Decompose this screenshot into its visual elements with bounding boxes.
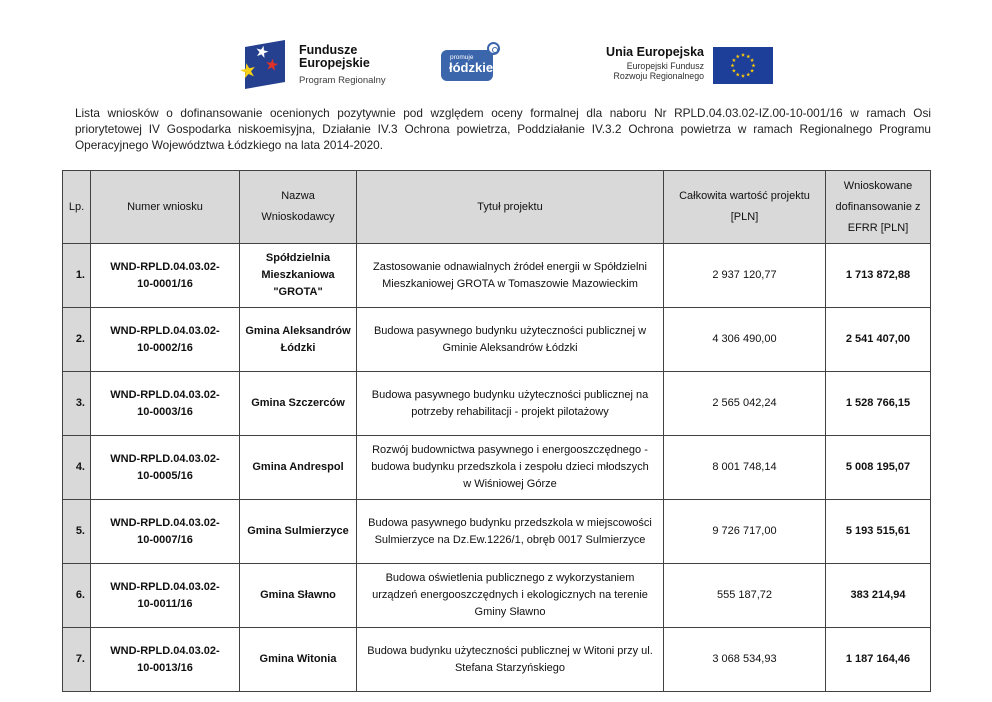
- cell-lp: 7.: [62, 627, 91, 692]
- lodzkie-small-label: promuje: [450, 54, 474, 61]
- eu-flag-icon: [713, 47, 773, 84]
- cell-tytul-projektu: Budowa pasywnego budynku użyteczności pu…: [356, 371, 664, 436]
- cell-numer-wniosku: WND-RPLD.04.03.02-10-0001/16: [90, 243, 240, 308]
- header-wnioskowane-dofinansowanie: Wnioskowane dofinansowanie z EFRR [PLN]: [825, 170, 931, 244]
- table-row: 6. WND-RPLD.04.03.02-10-0011/16 Gmina Sł…: [62, 563, 931, 628]
- intro-paragraph: Lista wniosków o dofinansowanie oceniony…: [75, 106, 931, 152]
- cell-tytul-projektu: Rozwój budownictwa pasywnego i energoosz…: [356, 435, 664, 500]
- header-tytul-projektu: Tytuł projektu: [356, 170, 664, 244]
- cell-tytul-projektu: Budowa oświetlenia publicznego z wykorzy…: [356, 563, 664, 628]
- cell-nazwa-wnioskodawcy: Gmina Sulmierzyce: [239, 499, 357, 564]
- cell-wnioskowane-dofinansowanie: 1 187 164,46: [825, 627, 931, 692]
- fe-logo-title-line1: Fundusze: [299, 43, 358, 57]
- eu-logo-subtitle-line1: Europejski Fundusz: [626, 61, 704, 71]
- fundusze-europejskie-logo: Fundusze Europejskie Program Regionalny: [236, 38, 386, 90]
- cell-wnioskowane-dofinansowanie: 383 214,94: [825, 563, 931, 628]
- cell-lp: 6.: [62, 563, 91, 628]
- lodzkie-badge: promuje łódzkie: [441, 42, 500, 81]
- lodzkie-big-label: łódzkie: [449, 60, 494, 75]
- header-calkowita-wartosc: Całkowita wartość projektu [PLN]: [663, 170, 826, 244]
- cell-numer-wniosku: WND-RPLD.04.03.02-10-0005/16: [90, 435, 240, 500]
- cell-tytul-projektu: Budowa pasywnego budynku użyteczności pu…: [356, 307, 664, 372]
- table-row: 3. WND-RPLD.04.03.02-10-0003/16 Gmina Sz…: [62, 371, 931, 436]
- cell-calkowita-wartosc: 555 187,72: [663, 563, 826, 628]
- cell-numer-wniosku: WND-RPLD.04.03.02-10-0013/16: [90, 627, 240, 692]
- cell-calkowita-wartosc: 3 068 534,93: [663, 627, 826, 692]
- cell-calkowita-wartosc: 2 937 120,77: [663, 243, 826, 308]
- cell-calkowita-wartosc: 8 001 748,14: [663, 435, 826, 500]
- cell-wnioskowane-dofinansowanie: 1 713 872,88: [825, 243, 931, 308]
- table-body: 1. WND-RPLD.04.03.02-10-0001/16 Spółdzie…: [62, 243, 931, 692]
- table-row: 5. WND-RPLD.04.03.02-10-0007/16 Gmina Su…: [62, 499, 931, 564]
- header-nazwa-wnioskodawcy: Nazwa Wnioskodawcy: [239, 170, 357, 244]
- fe-logo-subtitle: Program Regionalny: [299, 75, 386, 86]
- cell-wnioskowane-dofinansowanie: 2 541 407,00: [825, 307, 931, 372]
- header-numer-wniosku: Numer wniosku: [90, 170, 240, 244]
- cell-nazwa-wnioskodawcy: Gmina Witonia: [239, 627, 357, 692]
- cell-calkowita-wartosc: 2 565 042,24: [663, 371, 826, 436]
- cell-lp: 2.: [62, 307, 91, 372]
- table-row: 2. WND-RPLD.04.03.02-10-0002/16 Gmina Al…: [62, 307, 931, 372]
- cell-nazwa-wnioskodawcy: Gmina Aleksandrów Łódzki: [239, 307, 357, 372]
- applications-table: Lp. Numer wniosku Nazwa Wnioskodawcy Tyt…: [62, 170, 931, 692]
- cell-lp: 4.: [62, 435, 91, 500]
- cell-lp: 1.: [62, 243, 91, 308]
- table-row: 7. WND-RPLD.04.03.02-10-0013/16 Gmina Wi…: [62, 627, 931, 692]
- table-header-row: Lp. Numer wniosku Nazwa Wnioskodawcy Tyt…: [62, 170, 931, 244]
- cell-tytul-projektu: Budowa budynku użyteczności publicznej w…: [356, 627, 664, 692]
- header-lp: Lp.: [62, 170, 91, 244]
- logo-strip: Fundusze Europejskie Program Regionalny …: [0, 0, 992, 100]
- cell-nazwa-wnioskodawcy: Gmina Sławno: [239, 563, 357, 628]
- applications-table-wrap: Lp. Numer wniosku Nazwa Wnioskodawcy Tyt…: [62, 170, 931, 692]
- cell-numer-wniosku: WND-RPLD.04.03.02-10-0007/16: [90, 499, 240, 564]
- eu-logo-subtitle: Europejski Fundusz Rozwoju Regionalnego: [592, 61, 704, 81]
- cell-numer-wniosku: WND-RPLD.04.03.02-10-0011/16: [90, 563, 240, 628]
- cell-numer-wniosku: WND-RPLD.04.03.02-10-0002/16: [90, 307, 240, 372]
- cell-nazwa-wnioskodawcy: Gmina Szczerców: [239, 371, 357, 436]
- unia-europejska-logo: Unia Europejska Europejski Fundusz Rozwo…: [592, 45, 773, 84]
- cell-calkowita-wartosc: 4 306 490,00: [663, 307, 826, 372]
- table-row: 4. WND-RPLD.04.03.02-10-0005/16 Gmina An…: [62, 435, 931, 500]
- registered-mark-icon: [487, 42, 500, 55]
- cell-lp: 5.: [62, 499, 91, 564]
- cell-lp: 3.: [62, 371, 91, 436]
- fe-flag-icon: [238, 40, 285, 89]
- eu-logo-subtitle-line2: Rozwoju Regionalnego: [613, 71, 704, 81]
- cell-tytul-projektu: Budowa pasywnego budynku przedszkola w m…: [356, 499, 664, 564]
- cell-tytul-projektu: Zastosowanie odnawialnych źródeł energii…: [356, 243, 664, 308]
- cell-calkowita-wartosc: 9 726 717,00: [663, 499, 826, 564]
- cell-nazwa-wnioskodawcy: Gmina Andrespol: [239, 435, 357, 500]
- eu-logo-title: Unia Europejska: [606, 45, 704, 59]
- table-row: 1. WND-RPLD.04.03.02-10-0001/16 Spółdzie…: [62, 243, 931, 308]
- cell-numer-wniosku: WND-RPLD.04.03.02-10-0003/16: [90, 371, 240, 436]
- cell-nazwa-wnioskodawcy: Spółdzielnia Mieszkaniowa "GROTA": [239, 243, 357, 308]
- cell-wnioskowane-dofinansowanie: 1 528 766,15: [825, 371, 931, 436]
- fe-logo-title-line2: Europejskie: [299, 56, 370, 70]
- cell-wnioskowane-dofinansowanie: 5 193 515,61: [825, 499, 931, 564]
- cell-wnioskowane-dofinansowanie: 5 008 195,07: [825, 435, 931, 500]
